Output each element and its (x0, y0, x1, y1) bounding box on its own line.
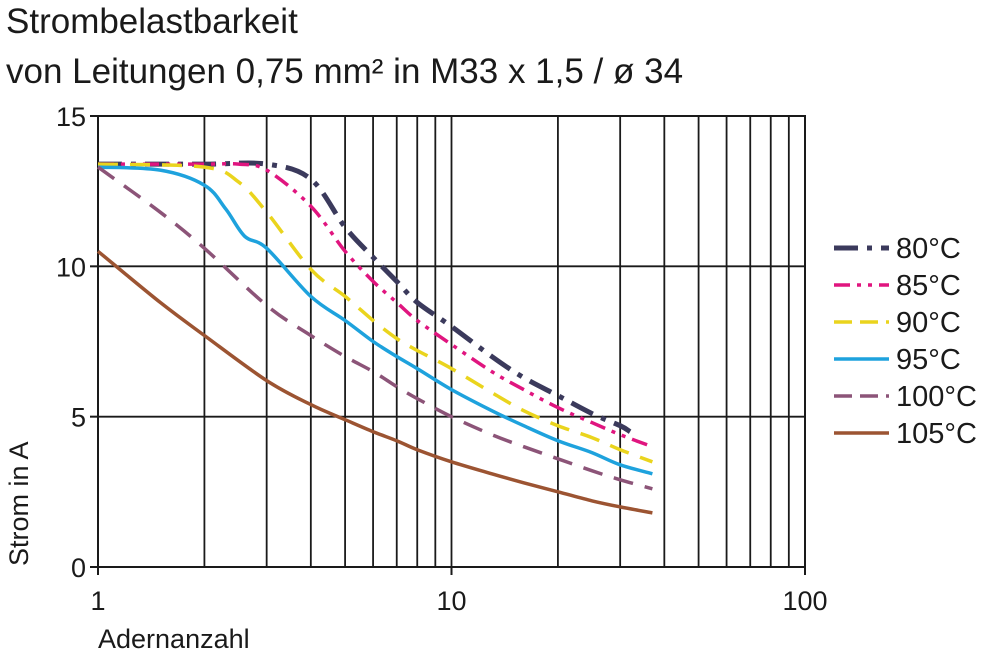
legend-label-4: 95°C (896, 344, 961, 376)
chart-title: Strombelastbarkeit (6, 2, 298, 41)
y-axis-label: Strom in A (4, 441, 34, 566)
series-line-5 (96, 165, 653, 491)
y-tick-label: 0 (71, 553, 86, 583)
legend-label-2: 85°C (896, 270, 961, 302)
series-line-2 (98, 161, 654, 449)
x-tick-label: 1 (90, 586, 105, 616)
legend-label-1: 80°C (896, 233, 961, 265)
x-axis-ticks: 1 10 100 (90, 567, 828, 616)
series-line-6 (96, 249, 653, 515)
y-tick-label: 5 (71, 403, 86, 433)
y-axis-ticks: 0 5 10 15 (56, 102, 98, 583)
series-lines (96, 160, 654, 515)
legend-label-5: 100°C (896, 381, 977, 413)
legend-label-6: 105°C (896, 418, 977, 450)
y-tick-label: 10 (56, 252, 86, 282)
chart-subtitle: von Leitungen 0,75 mm² in M33 x 1,5 / ø … (6, 52, 684, 91)
legend-label-3: 90°C (896, 307, 961, 339)
x-axis-label: Adernanzahl (98, 624, 250, 654)
series-line-1 (98, 160, 632, 434)
x-tick-label: 100 (782, 586, 827, 616)
x-tick-label: 10 (436, 586, 466, 616)
legend: 80°C 85°C 90°C 95°C 100°C 105°C (834, 233, 977, 450)
y-tick-label: 15 (56, 102, 86, 132)
series-line-4 (97, 165, 653, 476)
